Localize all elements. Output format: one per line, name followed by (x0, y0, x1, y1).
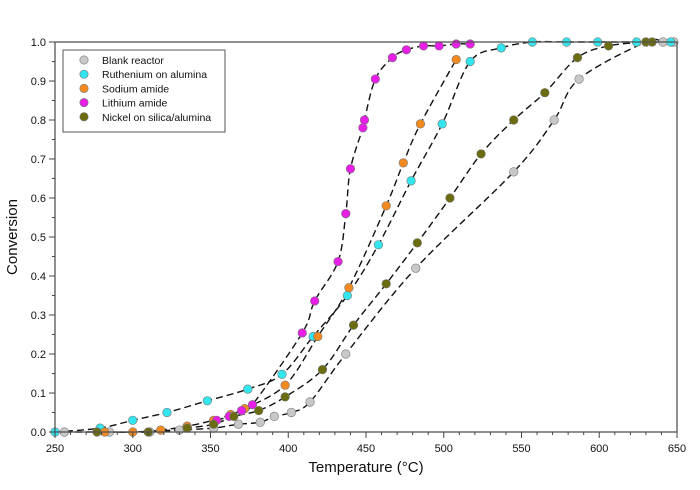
legend-marker (79, 98, 89, 108)
data-point-series-4 (317, 365, 328, 375)
legend-marker (79, 55, 89, 65)
data-point-series-0 (574, 74, 584, 84)
data-point-series-1 (202, 396, 212, 406)
data-point-series-0 (509, 167, 519, 177)
y-tick-label: 0.2 (31, 349, 46, 361)
x-tick-label: 450 (357, 443, 375, 455)
data-point-series-4 (280, 392, 290, 402)
x-axis: 250 300 350 400 450 500 550 600 650 (46, 432, 686, 455)
legend: Blank reactor Ruthenium on alumina Sodium … (62, 49, 226, 133)
data-point-series-1 (342, 290, 352, 301)
data-point-series-2 (381, 201, 391, 211)
data-point-series-4 (445, 193, 455, 203)
data-point-series-1 (437, 119, 447, 129)
data-point-series-2 (313, 331, 323, 342)
legend-label: Blank reactor (102, 55, 164, 67)
data-point-series-0 (305, 397, 315, 407)
data-point-series-2 (415, 119, 426, 129)
data-points (50, 37, 679, 437)
data-point-series-4 (476, 149, 486, 159)
data-point-series-1 (373, 240, 384, 250)
data-point-series-3 (434, 41, 444, 51)
data-point-series-4 (412, 238, 422, 248)
y-tick-label: 0.8 (31, 115, 46, 127)
data-point-series-3 (359, 115, 370, 125)
data-point-series-4 (182, 423, 192, 433)
data-point-series-4 (254, 405, 264, 416)
data-point-series-4 (603, 41, 614, 51)
y-tick-label: 0.7 (31, 154, 46, 166)
legend-marker (79, 69, 89, 79)
y-tick-label: 0.4 (31, 271, 46, 283)
data-point-series-3 (358, 123, 368, 133)
legend-label: Lithium amide (102, 98, 168, 110)
data-point-series-4 (381, 279, 391, 289)
data-point-series-3 (418, 41, 429, 51)
y-tick-label: 0.1 (31, 388, 46, 400)
x-tick-label: 250 (46, 443, 64, 455)
legend-marker (79, 83, 89, 93)
x-tick-label: 500 (435, 443, 453, 455)
data-point-series-0 (286, 407, 296, 418)
x-tick-label: 550 (512, 443, 530, 455)
data-point-series-0 (233, 419, 244, 429)
data-point-series-3 (297, 328, 307, 338)
data-point-series-1 (162, 407, 172, 418)
data-point-series-4 (509, 115, 519, 125)
data-point-series-1 (243, 384, 253, 394)
data-point-series-3 (465, 39, 475, 49)
legend-box (62, 49, 226, 133)
legend-label: Sodium amide (102, 83, 169, 95)
data-point-series-4 (572, 52, 583, 63)
y-tick-label: 0.6 (31, 193, 46, 205)
x-tick-label: 350 (201, 443, 219, 455)
x-tick-label: 400 (279, 443, 297, 455)
data-point-series-3 (401, 45, 412, 55)
data-point-series-0 (341, 349, 351, 359)
data-point-series-3 (345, 164, 356, 174)
data-point-series-4 (209, 419, 219, 429)
y-axis: 0.0 0.1 0.2 0.3 0.4 0.5 0.6 0.7 0.8 0.9 1.0 (31, 37, 55, 439)
data-point-series-2 (451, 54, 461, 65)
data-point-series-3 (333, 256, 343, 267)
data-point-series-3 (237, 405, 247, 416)
data-point-series-3 (310, 296, 320, 306)
y-axis-label: Conversion (4, 199, 21, 275)
legend-marker (79, 112, 89, 122)
data-point-series-3 (247, 400, 258, 410)
y-tick-label: 0.5 (31, 232, 46, 244)
legend-label: Nickel on silica/alumina (102, 112, 211, 124)
y-tick-label: 0.0 (31, 427, 46, 439)
x-tick-label: 600 (590, 443, 608, 455)
x-tick-label: 300 (124, 443, 142, 455)
data-point-series-3 (370, 74, 380, 84)
x-tick-label: 650 (668, 443, 686, 455)
data-point-series-3 (451, 39, 461, 49)
data-point-series-1 (465, 56, 475, 67)
legend-label: Ruthenium on alumina (102, 69, 207, 81)
fit-curve-3 (216, 43, 471, 421)
y-tick-label: 0.9 (31, 76, 46, 88)
data-point-series-3 (341, 209, 351, 219)
data-point-series-4 (348, 320, 359, 330)
data-point-series-0 (269, 411, 279, 422)
data-point-series-1 (277, 369, 287, 379)
y-tick-label: 1.0 (31, 37, 46, 49)
data-point-series-0 (411, 263, 421, 273)
data-point-series-1 (128, 415, 138, 425)
data-point-series-3 (387, 52, 398, 63)
data-point-series-0 (549, 115, 559, 125)
data-point-series-0 (255, 417, 265, 427)
data-point-series-2 (344, 283, 354, 293)
y-tick-label: 0.3 (31, 310, 46, 322)
data-point-series-4 (540, 88, 550, 98)
data-point-series-2 (398, 158, 408, 168)
data-point-series-2 (280, 380, 290, 390)
x-axis-label: Temperature (°C) (308, 459, 423, 476)
data-point-series-1 (496, 43, 506, 53)
data-point-series-1 (406, 176, 416, 186)
data-point-series-4 (229, 411, 239, 422)
